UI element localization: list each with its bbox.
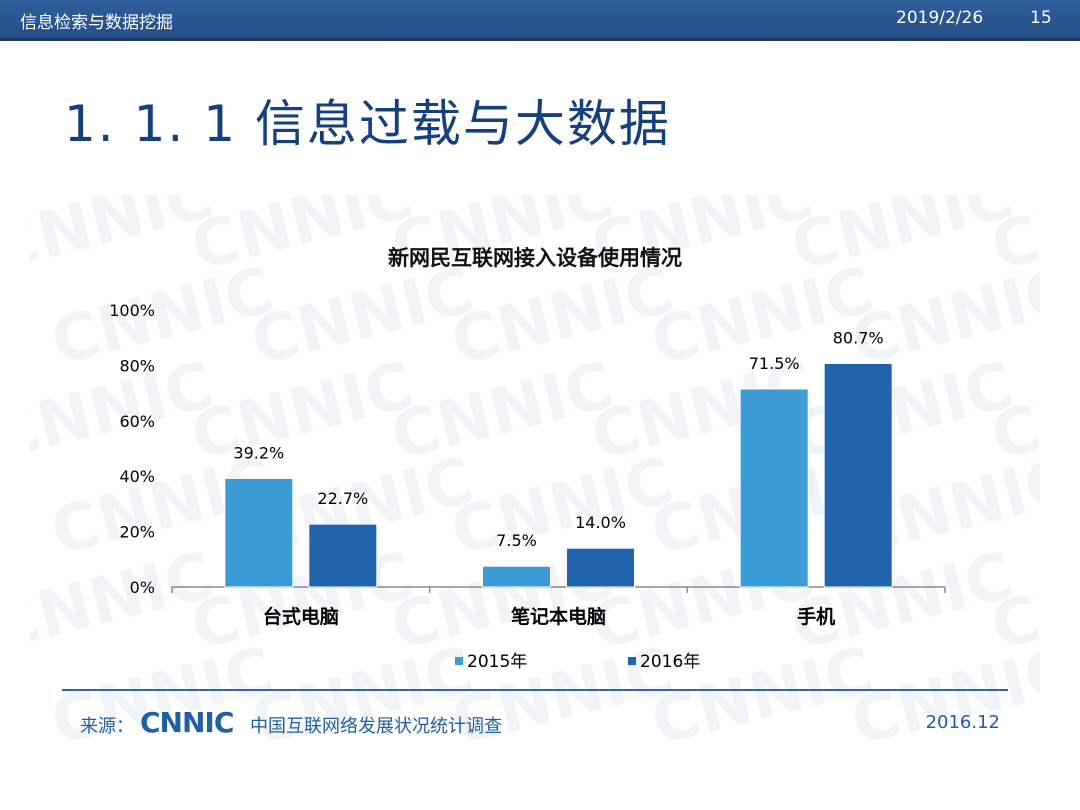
bar-2016 (308, 523, 378, 588)
data-label: 39.2% (233, 443, 284, 462)
data-label: 7.5% (496, 531, 537, 550)
legend-label: 2016年 (640, 652, 700, 672)
cnnic-logo: CNNIC (140, 706, 234, 739)
category-label: 台式电脑 (263, 605, 339, 628)
bar-2016 (566, 547, 635, 588)
bar-2015 (224, 477, 294, 588)
bar-2015 (482, 565, 551, 588)
source-label: 来源： (80, 716, 134, 737)
bar-2016 (823, 362, 893, 588)
chart-title: 新网民互联网接入设备使用情况 (388, 246, 682, 270)
data-label: 22.7% (317, 489, 368, 508)
y-tick-label: 60% (119, 412, 155, 431)
y-tick-label: 100% (109, 301, 155, 320)
y-tick-label: 80% (119, 356, 155, 375)
category-label: 手机 (797, 605, 835, 628)
slide-date: 2019/2/26 (896, 8, 984, 28)
slide-title: 1. 1. 1 信息过载与大数据 (64, 95, 671, 153)
data-label: 14.0% (575, 513, 626, 532)
course-name: 信息检索与数据挖掘 (20, 13, 173, 33)
y-tick-label: 20% (119, 523, 155, 542)
y-tick-label: 40% (119, 467, 155, 486)
source-row: 来源： CNNIC 中国互联网络发展状况统计调查 2016.12 (80, 706, 1000, 740)
report-date: 2016.12 (925, 712, 1000, 733)
report-name: 中国互联网络发展状况统计调查 (250, 716, 502, 737)
data-label: 71.5% (749, 354, 800, 373)
legend-swatch (455, 657, 463, 665)
header-bar: 信息检索与数据挖掘 2019/2/26 15 (0, 0, 1080, 41)
y-tick-label: 0% (130, 578, 155, 597)
page-number: 15 (1030, 8, 1052, 28)
legend-label: 2015年 (467, 652, 527, 672)
legend-swatch (628, 657, 636, 665)
category-label: 笔记本电脑 (511, 605, 606, 628)
data-label: 80.7% (833, 328, 884, 347)
bar-2015 (739, 388, 809, 588)
